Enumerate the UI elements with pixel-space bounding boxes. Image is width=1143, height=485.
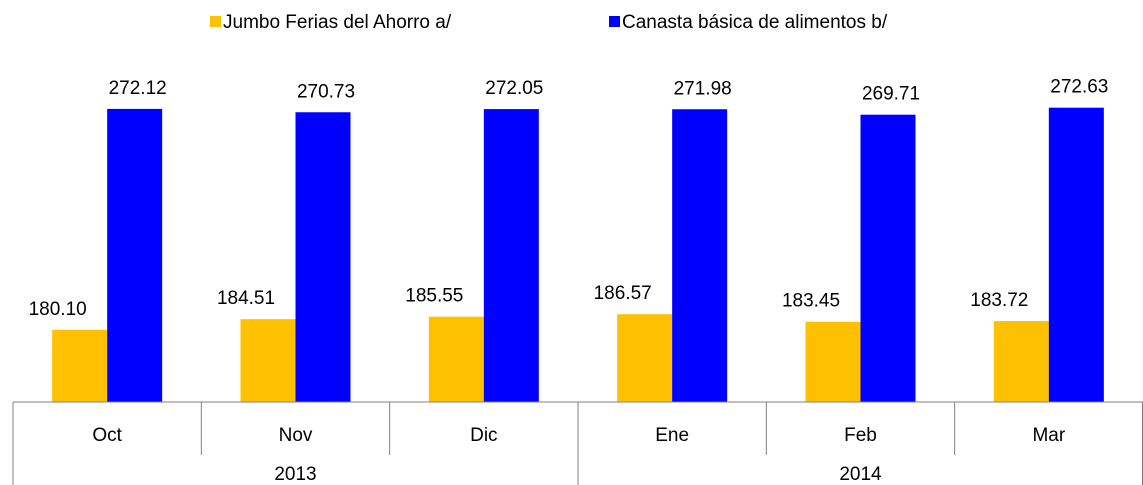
value-label: 270.73 [297, 81, 355, 102]
legend-swatch [210, 16, 221, 27]
value-label: 185.55 [405, 286, 463, 307]
bar [993, 321, 1049, 402]
x-tick-label: Oct [92, 425, 122, 446]
x-group-label: 2014 [839, 464, 882, 485]
bar [805, 321, 861, 402]
x-group-label: 2013 [274, 464, 316, 485]
value-label: 272.12 [109, 78, 167, 99]
value-label: 183.72 [970, 290, 1028, 311]
bar [483, 109, 539, 402]
bar [107, 108, 163, 403]
legend-swatch [609, 16, 620, 27]
x-tick-label: Nov [279, 425, 313, 446]
legend-label: Canasta básica de alimentos b/ [622, 12, 888, 33]
value-label: 269.71 [862, 84, 920, 105]
value-label: 184.51 [217, 288, 275, 309]
bar [295, 112, 351, 403]
bar [52, 329, 108, 402]
legend-label: Jumbo Ferias del Ahorro a/ [223, 12, 452, 33]
x-tick-label: Feb [844, 425, 877, 446]
x-tick-label: Dic [470, 425, 497, 446]
value-label: 183.45 [782, 291, 840, 312]
x-tick-label: Mar [1032, 425, 1065, 446]
bar [428, 316, 484, 402]
value-label: 272.05 [485, 78, 543, 99]
value-label: 271.98 [674, 78, 732, 99]
bar [672, 109, 728, 403]
bar [617, 314, 673, 402]
bar [860, 114, 916, 403]
value-label: 272.63 [1050, 77, 1108, 98]
x-tick-label: Ene [655, 425, 689, 446]
bar [240, 319, 296, 402]
value-label: 180.10 [29, 299, 87, 320]
value-label: 186.57 [594, 283, 652, 304]
bar [1048, 107, 1104, 403]
